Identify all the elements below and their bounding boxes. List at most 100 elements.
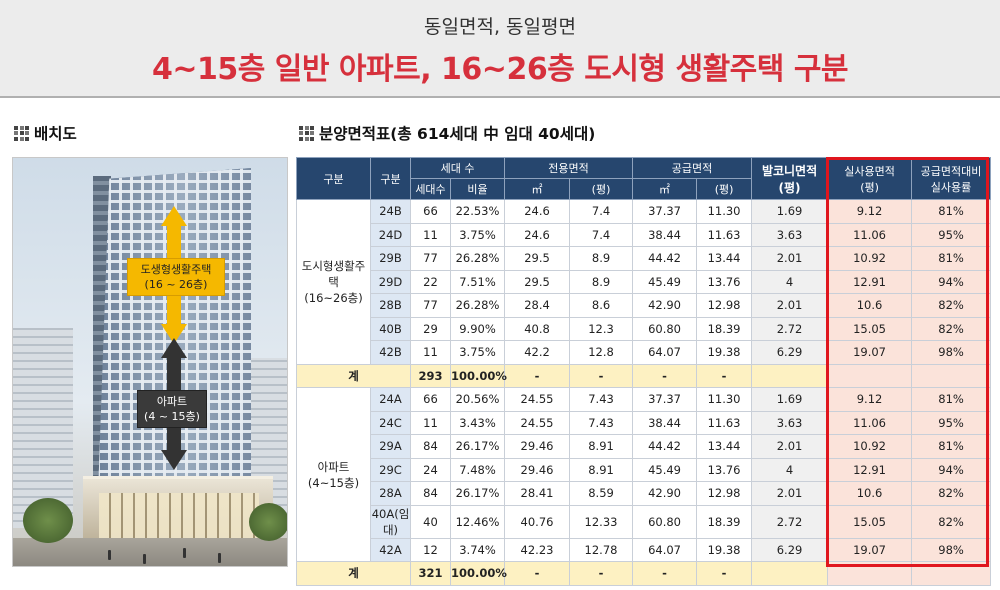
exclusive-py-cell: 12.3 [569, 316, 634, 341]
supply-m2-cell: 42.90 [632, 481, 698, 506]
usage-ratio-cell: 81% [911, 246, 992, 271]
total-hh-count-cell: 293 [410, 363, 451, 388]
header-actual-area: 실사용면적 (평) [827, 157, 913, 200]
layout-section-label: 배치도 [34, 125, 77, 143]
balcony-cell: 2.01 [751, 293, 829, 318]
supply-py-cell: 12.98 [696, 481, 753, 506]
exclusive-py-cell: 7.4 [569, 199, 634, 224]
hh-count-cell: 84 [410, 481, 451, 506]
type-cell: 42B [370, 340, 411, 365]
balcony-cell: 2.72 [751, 316, 829, 341]
hh-ratio-cell: 7.51% [449, 269, 506, 294]
usage-ratio-cell: 95% [911, 222, 992, 247]
usage-ratio-cell: 81% [911, 434, 992, 459]
header-type: 구분 [370, 157, 411, 200]
actual-area-cell: 11.06 [827, 222, 913, 247]
exclusive-py-cell: 8.9 [569, 246, 634, 271]
pedestrian [183, 548, 186, 558]
pedestrian [218, 553, 221, 563]
header-exclusive-py: (평) [569, 178, 634, 200]
total-supply-py-cell: - [696, 363, 753, 388]
supply-py-cell: 12.98 [696, 293, 753, 318]
header-actual-line2: (평) [860, 180, 879, 194]
supply-m2-cell: 45.49 [632, 269, 698, 294]
supply-py-cell: 13.76 [696, 457, 753, 482]
hh-ratio-cell: 3.75% [449, 222, 506, 247]
balcony-cell: 4 [751, 457, 829, 482]
balcony-cell: 2.01 [751, 246, 829, 271]
table-row: 24C 11 3.43% 24.55 7.43 38.44 11.63 3.63 11.06 95… [297, 410, 992, 435]
actual-area-cell: 10.6 [827, 293, 913, 318]
supply-m2-cell: 45.49 [632, 457, 698, 482]
hh-ratio-cell: 12.46% [449, 504, 506, 539]
hh-count-cell: 66 [410, 387, 451, 412]
hh-ratio-cell: 26.28% [449, 293, 506, 318]
plaza-ground [13, 538, 287, 566]
header-households: 세대 수 [409, 157, 506, 179]
hh-count-cell: 11 [410, 410, 451, 435]
supply-py-cell: 11.63 [696, 410, 753, 435]
usage-ratio-cell: 82% [911, 316, 992, 341]
hh-count-cell: 12 [410, 537, 451, 562]
supply-m2-cell: 44.42 [632, 434, 698, 459]
hh-count-cell: 22 [410, 269, 451, 294]
supply-py-cell: 13.44 [696, 246, 753, 271]
type-cell: 42A [370, 537, 411, 562]
exclusive-py-cell: 7.4 [569, 222, 634, 247]
exclusive-py-cell: 8.91 [569, 457, 634, 482]
supply-m2-cell: 37.37 [632, 199, 698, 224]
balcony-cell: 6.29 [751, 537, 829, 562]
group-name-line2: (16~26층) [304, 290, 363, 305]
header-supply-py: (평) [696, 178, 753, 200]
table-row: 42A 12 3.74% 42.23 12.78 64.07 19.38 6.29 19.07 9… [297, 537, 992, 562]
lower-arrow-down-icon [161, 450, 187, 470]
exclusive-m2-cell: 28.41 [504, 481, 571, 506]
exclusive-py-cell: 12.8 [569, 340, 634, 365]
exclusive-m2-cell: 40.8 [504, 316, 571, 341]
usage-ratio-cell: 82% [911, 293, 992, 318]
total-exclusive-py-cell: - [569, 561, 634, 586]
exclusive-py-cell: 12.33 [569, 504, 634, 539]
table-row: 42B 11 3.75% 42.2 12.8 64.07 19.38 6.29 19.07 98% [297, 340, 992, 365]
exclusive-py-cell: 8.59 [569, 481, 634, 506]
total-hh-ratio-cell: 100.00% [449, 363, 507, 388]
balcony-cell: 2.72 [751, 504, 829, 539]
table-row: 29C 24 7.48% 29.46 8.91 45.49 13.76 4 12.91 94% [297, 457, 992, 482]
balcony-cell: 1.69 [751, 199, 829, 224]
group-name-line2: (4~15층) [307, 475, 360, 490]
header-supply-area: 공급면적 [632, 157, 753, 179]
balcony-cell: 2.01 [751, 434, 829, 459]
hh-ratio-cell: 3.74% [449, 537, 506, 562]
supply-py-cell: 18.39 [696, 504, 753, 539]
balcony-cell: 6.29 [751, 340, 829, 365]
upper-arrow-up-icon [161, 206, 187, 226]
total-hh-ratio-cell: 100.00% [449, 561, 507, 586]
balcony-cell: 3.63 [751, 222, 829, 247]
usage-ratio-cell: 81% [911, 199, 992, 224]
supply-m2-cell: 38.44 [632, 222, 698, 247]
hh-ratio-cell: 7.48% [449, 457, 506, 482]
exclusive-m2-cell: 29.46 [504, 434, 571, 459]
lower-arrow-up-icon [161, 338, 187, 358]
type-cell: 29D [370, 269, 411, 294]
page-subtitle: 동일면적, 동일평면 [424, 16, 576, 38]
balcony-cell: 3.63 [751, 410, 829, 435]
hh-ratio-cell: 26.17% [449, 434, 506, 459]
type-cell: 28A [370, 481, 411, 506]
layout-section-title: 배치도 [14, 122, 77, 144]
hh-ratio-cell: 26.28% [449, 246, 506, 271]
usage-ratio-cell: 82% [911, 504, 992, 539]
total-balcony-cell [751, 363, 829, 388]
actual-area-cell: 19.07 [827, 340, 913, 365]
actual-area-cell: 9.12 [827, 387, 913, 412]
total-hh-count-cell: 321 [410, 561, 451, 586]
type-cell: 40B [370, 316, 411, 341]
hh-ratio-cell: 3.43% [449, 410, 506, 435]
header-exclusive-area: 전용면적 [504, 157, 634, 179]
grid-bullet-icon [14, 125, 29, 141]
grid-bullet-icon [299, 125, 314, 141]
type-cell: 24D [370, 222, 411, 247]
actual-area-cell: 10.6 [827, 481, 913, 506]
hh-ratio-cell: 3.75% [449, 340, 506, 365]
exclusive-py-cell: 8.6 [569, 293, 634, 318]
